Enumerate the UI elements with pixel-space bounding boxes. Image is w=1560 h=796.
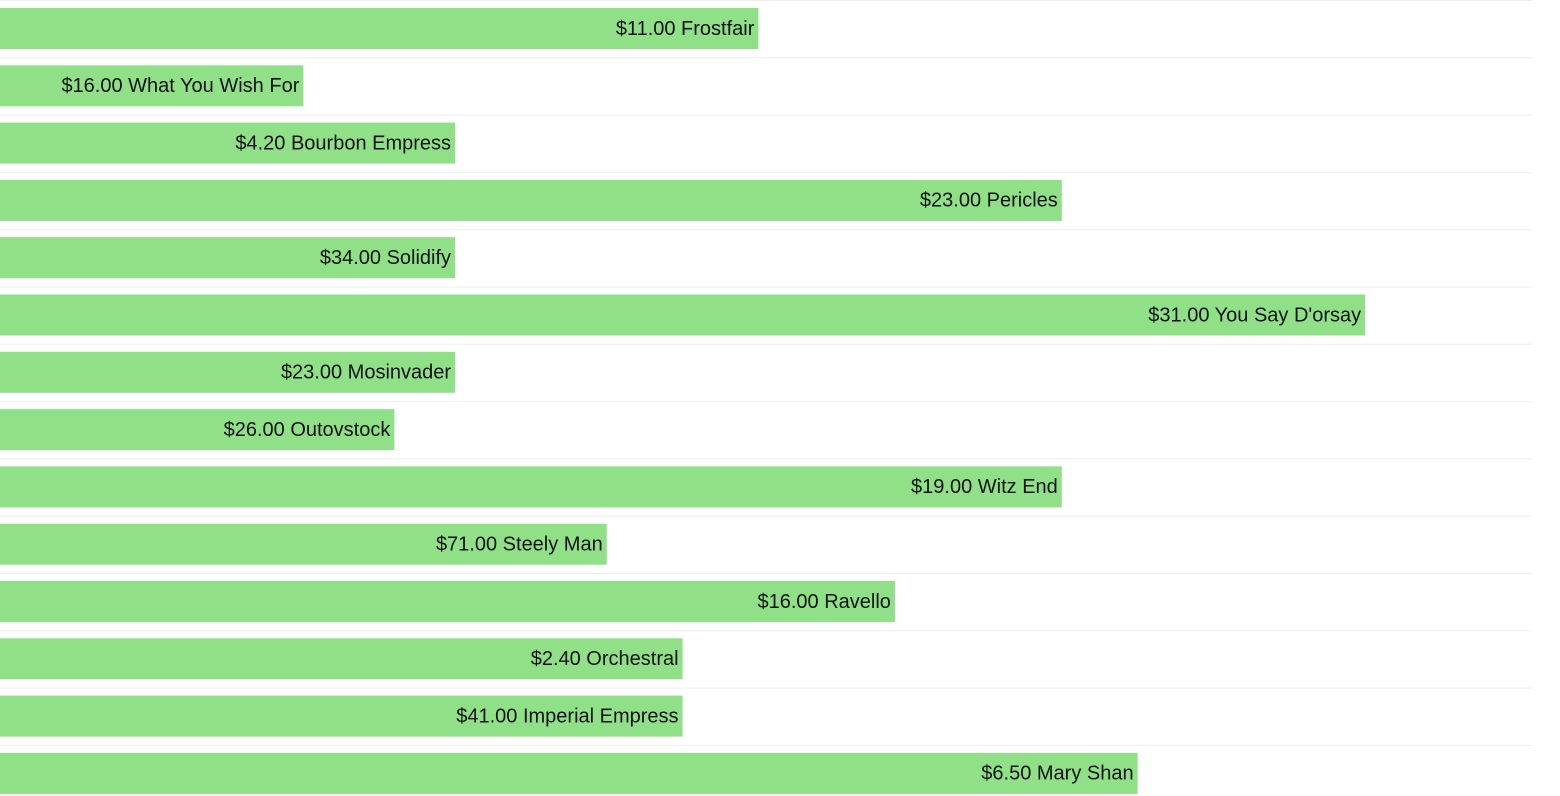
bar-label: $6.50 Mary Shan [981, 763, 1133, 785]
bar-label: $31.00 You Say D'orsay [1148, 304, 1361, 326]
bar [0, 752, 1138, 794]
bar [0, 8, 759, 49]
bar [0, 294, 1366, 336]
bar [0, 122, 456, 164]
bar [0, 695, 683, 737]
bar-label: $16.00 Ravello [757, 591, 890, 613]
bar [0, 65, 304, 107]
bar-label: $23.00 Pericles [920, 190, 1058, 212]
bar-label: $71.00 Steely Man [436, 533, 603, 555]
bar [0, 351, 456, 393]
bar [0, 237, 456, 279]
bar [0, 409, 395, 451]
bar-label: $11.00 Frostfair [616, 18, 755, 40]
bar [0, 523, 607, 565]
bar-label: $2.40 Orchestral [531, 648, 679, 670]
bar-label: $26.00 Outovstock [224, 419, 392, 441]
bar-label: $23.00 Mosinvader [281, 362, 451, 384]
bar-label: $16.00 What You Wish For [61, 75, 299, 97]
bar [0, 581, 895, 622]
bar-label: $4.20 Bourbon Empress [235, 132, 451, 154]
bar-label: $41.00 Imperial Empress [456, 705, 678, 727]
bar [0, 179, 1062, 221]
bar-label: $19.00 Witz End [911, 476, 1058, 498]
bar [0, 466, 1062, 508]
bar-label: $34.00 Solidify [320, 247, 451, 269]
bar [0, 638, 683, 680]
